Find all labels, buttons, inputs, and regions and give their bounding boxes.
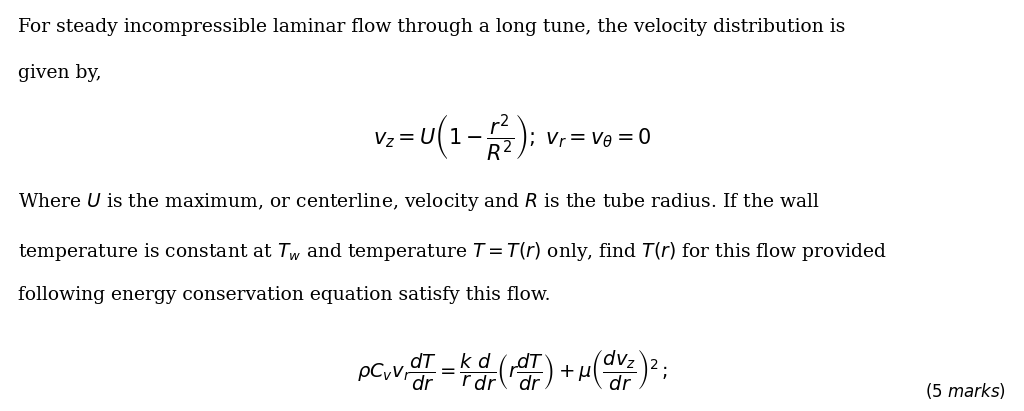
Text: For steady incompressible laminar flow through a long tune, the velocity distrib: For steady incompressible laminar flow t… — [18, 18, 846, 37]
Text: Where $U$ is the maximum, or centerline, velocity and $R$ is the tube radius. If: Where $U$ is the maximum, or centerline,… — [18, 191, 820, 213]
Text: $(5 \ marks)$: $(5 \ marks)$ — [925, 381, 1006, 401]
Text: given by,: given by, — [18, 64, 102, 82]
Text: temperature is constant at $T_w$ and temperature $T{=}T(r)$ only, find $T(r)$ fo: temperature is constant at $T_w$ and tem… — [18, 240, 888, 263]
Text: following energy conservation equation satisfy this flow.: following energy conservation equation s… — [18, 286, 551, 304]
Text: $\rho C_v v_r \dfrac{dT}{dr} = \dfrac{k}{r}\dfrac{d}{dr}\left(r\dfrac{dT}{dr}\ri: $\rho C_v v_r \dfrac{dT}{dr} = \dfrac{k}… — [356, 347, 668, 392]
Text: $v_z = U\left(1 - \dfrac{r^2}{R^2}\right);\; v_r = v_\theta = 0$: $v_z = U\left(1 - \dfrac{r^2}{R^2}\right… — [373, 113, 651, 164]
